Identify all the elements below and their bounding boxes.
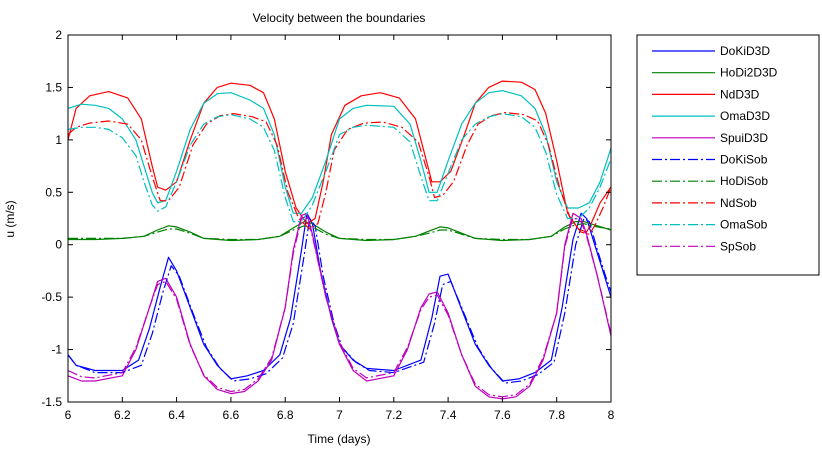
x-tick-label: 8 [608,408,615,422]
x-tick-label: 6 [65,408,72,422]
y-tick-label: -1 [51,343,62,357]
y-tick-label: 1 [55,133,62,147]
series-line-omad3d [68,89,611,214]
legend-label-dokid3d: DoKiD3D [720,44,770,58]
series-line-hodi2d3d [68,221,611,242]
legend-label-hodi2d3d: HoDi2D3D [720,66,778,80]
y-tick-label: 0.5 [45,185,62,199]
legend: DoKiD3D HoDi2D3D NdD3D OmaD3D SpuiD3D DoKiSob… [636,34,820,276]
y-tick-label: 1.5 [45,80,62,94]
axis-ticks: 6 6.2 6.4 6.6 6.8 7 7.2 7.4 7.6 7.8 8 -1.5 -1 -0.5 0 0.… [41,28,614,422]
x-axis-label: Time (days) [308,432,371,446]
x-tick-label: 7.6 [494,408,511,422]
series-line-ndd3d [68,80,611,233]
series-line-hodisob [68,223,611,241]
legend-label-omasob: OmaSob [720,218,768,232]
legend-label-hodisob: HoDiSob [720,174,768,188]
y-tick-label: -0.5 [41,290,62,304]
x-tick-label: 6.4 [168,408,185,422]
legend-box [636,34,820,276]
y-tick-label: 0 [55,238,62,252]
y-tick-label: 2 [55,28,62,42]
series-line-dokisob [68,217,611,384]
legend-label-omad3d: OmaD3D [720,109,770,123]
legend-label-ndsob: NdSob [720,196,757,210]
legend-label-ndd3d: NdD3D [720,87,760,101]
legend-label-spsob: SpSob [720,239,756,253]
series-line-omasob [68,112,611,223]
series-line-spuid3d [68,212,611,400]
plot-area [67,34,612,403]
series-layer [68,80,611,400]
series-line-spsob [68,215,611,398]
x-tick-label: 6.8 [277,408,294,422]
series-line-ndsob [68,111,611,235]
chart-title: Velocity between the boundaries [253,11,426,25]
legend-label-dokisob: DoKiSob [720,153,768,167]
legend-label-spuid3d: SpuiD3D [720,131,768,145]
x-tick-label: 6.6 [223,408,240,422]
y-axis-label: u (m/s) [3,200,17,237]
y-tick-label: -1.5 [41,395,62,409]
x-tick-label: 7.4 [440,408,457,422]
x-tick-label: 7 [336,408,343,422]
x-tick-label: 7.8 [548,408,565,422]
x-tick-label: 6.2 [114,408,131,422]
x-tick-label: 7.2 [385,408,402,422]
